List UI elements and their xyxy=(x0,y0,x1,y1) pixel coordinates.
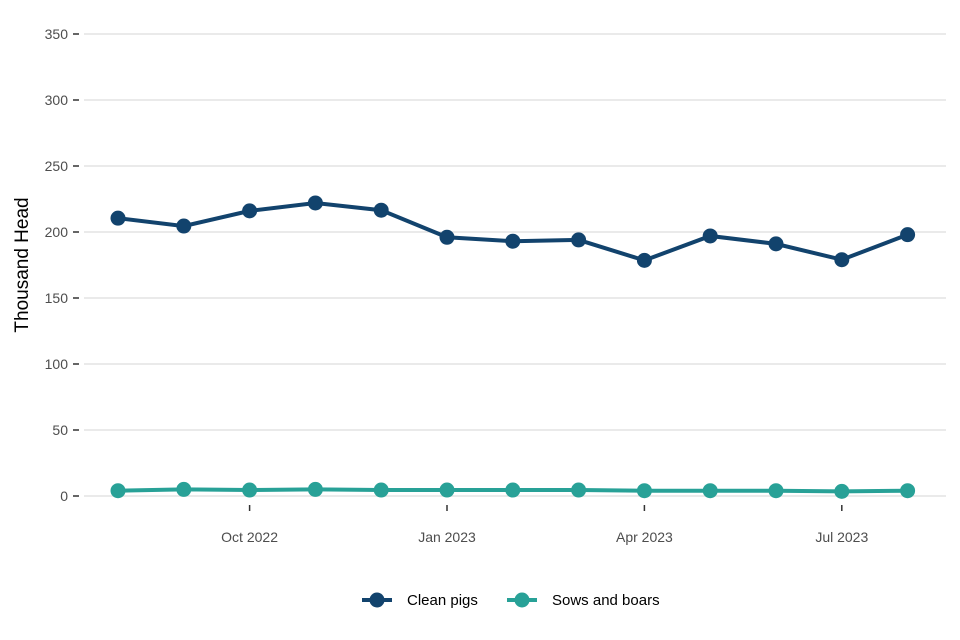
data-point xyxy=(439,482,455,498)
legend-marker xyxy=(369,592,385,608)
data-point xyxy=(702,228,718,244)
x-tick-label: Apr 2023 xyxy=(616,529,673,545)
data-point xyxy=(768,483,784,499)
y-tick-label: 100 xyxy=(45,356,69,372)
data-point xyxy=(373,482,389,498)
data-point xyxy=(307,195,323,211)
legend-label: Clean pigs xyxy=(407,592,478,609)
x-tick-label: Oct 2022 xyxy=(221,529,278,545)
y-axis-label: Thousand Head xyxy=(12,197,33,332)
data-point xyxy=(900,483,916,499)
y-tick-label: 250 xyxy=(45,158,69,174)
data-point xyxy=(110,483,126,499)
y-tick-label: 50 xyxy=(52,422,68,438)
x-tick-label: Jul 2023 xyxy=(815,529,868,545)
data-point xyxy=(373,202,389,218)
data-point xyxy=(636,252,652,268)
y-tick-label: 300 xyxy=(45,92,69,108)
data-point xyxy=(834,483,850,499)
data-point xyxy=(439,229,455,245)
data-point xyxy=(242,203,258,219)
y-tick-label: 350 xyxy=(45,26,69,42)
data-point xyxy=(176,218,192,234)
data-point xyxy=(702,483,718,499)
data-point xyxy=(571,232,587,248)
legend-label: Sows and boars xyxy=(552,592,660,609)
y-tick-label: 200 xyxy=(45,224,69,240)
y-tick-label: 150 xyxy=(45,290,69,306)
data-point xyxy=(900,227,916,243)
data-point xyxy=(242,482,258,498)
data-point xyxy=(307,481,323,497)
data-point xyxy=(505,233,521,249)
data-point xyxy=(571,482,587,498)
data-point xyxy=(110,210,126,226)
data-point xyxy=(768,236,784,252)
data-point xyxy=(176,481,192,497)
x-tick-label: Jan 2023 xyxy=(418,529,476,545)
data-point xyxy=(505,482,521,498)
data-point xyxy=(636,483,652,499)
legend-marker xyxy=(514,592,530,608)
y-tick-label: 0 xyxy=(60,488,68,504)
data-point xyxy=(834,252,850,268)
